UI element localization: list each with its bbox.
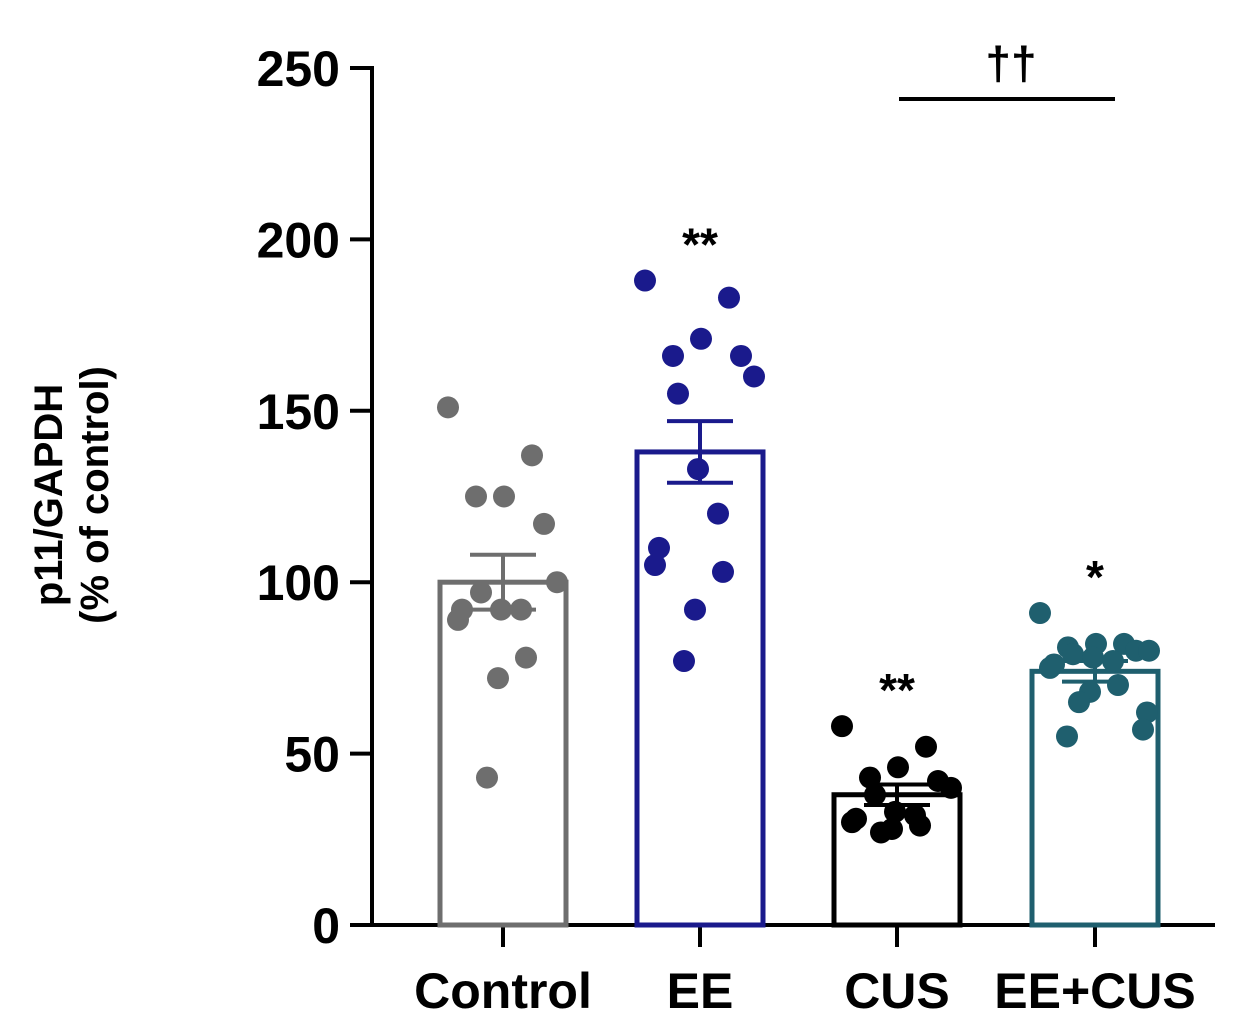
data-point — [909, 814, 931, 837]
bars-layer — [437, 449, 1161, 928]
data-point — [687, 458, 709, 481]
data-point — [870, 821, 892, 844]
data-point — [712, 560, 734, 583]
data-point — [493, 485, 515, 508]
x-tick-label: EE+CUS — [994, 963, 1195, 1019]
data-point — [634, 269, 656, 292]
data-point — [1039, 656, 1061, 679]
data-point — [1136, 701, 1158, 724]
data-point — [437, 396, 459, 419]
data-point — [1068, 691, 1090, 714]
y-tick-label: 150 — [257, 384, 340, 440]
data-point — [644, 554, 666, 577]
x-axis: Control EE CUS EE+CUS — [370, 923, 1215, 1019]
y-tick-label: 100 — [257, 555, 340, 611]
data-point — [648, 536, 670, 559]
data-point — [940, 776, 962, 799]
data-point — [690, 327, 712, 350]
y-axis: 0 50 100 150 200 250 — [257, 41, 374, 954]
data-point — [707, 502, 729, 525]
data-point — [1138, 639, 1160, 662]
data-point — [718, 286, 740, 309]
y-tick-label: 50 — [284, 727, 340, 783]
data-point — [1102, 650, 1124, 673]
data-point — [887, 756, 909, 779]
significance-marker: * — [1086, 551, 1104, 603]
data-point — [1062, 643, 1084, 666]
data-point — [490, 598, 512, 621]
data-point — [684, 598, 706, 621]
data-point — [673, 650, 695, 673]
significance-marker: ** — [879, 664, 915, 716]
data-points-layer — [437, 269, 1160, 844]
data-point — [521, 444, 543, 467]
data-point — [510, 598, 532, 621]
y-tick-label: 250 — [257, 41, 340, 97]
x-tick-label: Control — [414, 963, 592, 1019]
y-tick-label: 200 — [257, 212, 340, 268]
data-point — [662, 344, 684, 367]
data-point — [1056, 725, 1078, 748]
comparison-label: †† — [985, 37, 1036, 89]
y-axis-label: p11/GAPDH (% of control) — [27, 366, 117, 624]
y-axis-label-line-1: p11/GAPDH — [27, 384, 71, 606]
data-point — [476, 766, 498, 789]
data-point — [730, 344, 752, 367]
data-point — [1029, 602, 1051, 625]
data-point — [533, 512, 555, 535]
data-point — [1132, 718, 1154, 741]
data-point — [884, 800, 906, 823]
bar-ee — [634, 449, 766, 928]
data-point — [470, 581, 492, 604]
data-point — [515, 646, 537, 669]
bar-control — [437, 579, 569, 928]
data-point — [465, 485, 487, 508]
data-point — [546, 571, 568, 594]
data-point — [667, 382, 689, 405]
significance-layer: *****†† — [682, 37, 1115, 716]
y-tick-label: 0 — [312, 898, 340, 954]
data-point — [831, 715, 853, 738]
x-tick-label: CUS — [844, 963, 950, 1019]
data-point — [487, 667, 509, 690]
data-point — [743, 365, 765, 388]
data-point — [1107, 674, 1129, 697]
data-point — [1082, 646, 1104, 669]
data-point — [447, 608, 469, 631]
data-point — [915, 735, 937, 758]
significance-marker: ** — [682, 219, 718, 271]
data-point — [859, 766, 881, 789]
data-point — [841, 811, 863, 834]
y-axis-label-line-2: (% of control) — [73, 366, 117, 624]
data-point — [864, 783, 886, 806]
x-tick-label: EE — [667, 963, 734, 1019]
